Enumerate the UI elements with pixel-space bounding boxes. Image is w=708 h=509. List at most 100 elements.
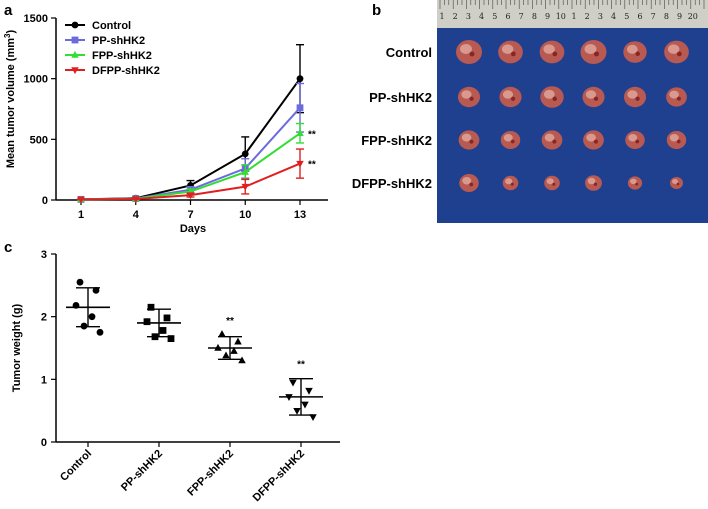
photo-tumor-spot [510,96,516,101]
panel-c-data-point [88,313,96,321]
photo-tumor-spot [593,139,598,144]
photo-ruler-label: 8 [664,12,669,21]
photo-ruler-label: 1 [571,12,576,21]
photo-tumor-spot [510,139,515,144]
photo-tumor-highlight [502,90,514,99]
panel-a-legend-label: Control [92,20,131,32]
photo-tumor-highlight [672,179,678,184]
photo-ruler-label: 2 [453,12,458,21]
panel-a-y-tick-label: 1500 [24,13,48,25]
photo-tumor-highlight [627,90,638,99]
panel-a-legend-label: FPP-shHK2 [92,50,152,62]
photo-tumor-highlight [501,44,514,54]
photo-tumor-spot [469,96,474,101]
panel-a-data-point [296,129,304,136]
panel-a-x-tick-label: 13 [294,209,306,221]
photo-tumor-spot [469,182,474,187]
panel-c-data-point [230,347,238,354]
photo-tumor-spot [594,51,599,57]
photo-tumor-spot [552,182,556,186]
photo-tumor-highlight [585,90,597,99]
panel-c-significance-annotation: ** [297,360,305,371]
panel-a-y-axis-title-end: ) [5,30,17,34]
panel-c-data-point [293,407,301,415]
photo-tumor-highlight [544,133,555,142]
photo-ruler-label: 8 [532,12,537,21]
panel-a-y-tick-label: 500 [30,134,48,146]
photo-tumor-highlight [669,134,679,142]
panel-a-data-point [77,196,85,204]
panel-a-legend-marker [71,21,79,29]
panel-c-data-point [167,335,175,342]
photo-tumor-spot [510,182,514,186]
photo-ruler-label: 5 [624,12,629,21]
photo-ruler-label: 1 [439,12,444,21]
photo-tumor-spot [635,96,640,101]
photo-row-label: Control [386,45,432,60]
photo-tumor-spot [635,139,640,144]
photo-row-label: DFPP-shHK2 [352,176,432,191]
panel-a-data-point [241,150,249,158]
photo-tumor-spot [593,182,598,186]
photo-tumor-spot [676,182,680,186]
photo-tumor-highlight [543,89,555,99]
photo-ruler-label: 3 [466,12,471,21]
panel-c-data-point [234,337,242,345]
panel-c-y-axis-title: Tumor weight (g) [11,303,23,392]
photo-ruler-label: 5 [492,12,497,21]
photo-ruler-label: 20 [688,12,698,21]
panel-c-y-tick-label: 0 [41,437,47,449]
photo-tumor-highlight [628,134,638,142]
panel-a-y-axis-title-text: Mean tumor volume (mm [5,38,17,168]
photo-tumor-spot [676,139,681,144]
panel-c-data-point [305,387,313,395]
panel-a-legend-marker [71,67,79,75]
photo-row-label: FPP-shHK2 [361,133,432,148]
photo-tumor-spot [676,96,681,101]
panel-a-data-point [296,104,304,112]
panel-c-significance-annotation: ** [226,316,234,327]
panel-a-y-tick-label: 0 [42,195,48,207]
panel-c-data-point [218,330,226,337]
photo-ruler-label: 10 [556,12,566,21]
panel-a-x-tick-label: 1 [78,209,84,221]
photo-tumor-highlight [461,90,472,99]
photo-ruler-label: 4 [479,12,484,21]
panel-a-line-chart: Mean tumor volume (mm3) Days 0 500 1000 150… [3,13,328,235]
panel-c-data-point [163,314,171,322]
panel-c-data-point [143,318,151,326]
panel-a-data-point [296,75,304,83]
panel-a-legend-marker [71,36,79,44]
panel-c-data-point [159,327,167,334]
photo-tumor-highlight [503,134,513,142]
panel-c-data-point [309,414,317,422]
panel-a-data-point [186,192,195,200]
photo-tumor-highlight [669,90,679,99]
photo-ruler-label: 7 [519,12,524,21]
photo-tumor-highlight [461,133,472,142]
panel-c-y-tick-label: 3 [41,249,47,261]
panel-a-data-point [241,183,249,191]
photo-ruler-label: 4 [611,12,616,21]
photo-blue-background [437,0,708,223]
panel-label-a: a [4,2,13,19]
panel-a-significance-annotation: ** [308,129,316,140]
photo-tumor-highlight [543,44,555,54]
panel-a-data-point [296,160,304,168]
panel-a-y-tick-label: 1000 [24,74,48,86]
photo-ruler-label: 9 [677,12,682,21]
panel-a-legend-label: PP-shHK2 [92,35,145,47]
photo-ruler-label: 3 [598,12,603,21]
panel-label-b: b [372,2,381,19]
photo-tumor-spot [676,51,682,57]
photo-tumor-highlight [630,178,637,185]
panel-a-x-tick-label: 4 [133,209,140,221]
photo-tumor-highlight [460,44,472,54]
photo-tumor-spot [552,96,557,102]
photo-ruler-label: 6 [637,12,642,21]
photo-ruler-label: 7 [651,12,656,21]
panel-c-x-tick-label: PP-shHK2 [119,448,165,494]
panel-c-data-point [289,379,297,387]
panel-c-data-point [96,328,104,336]
